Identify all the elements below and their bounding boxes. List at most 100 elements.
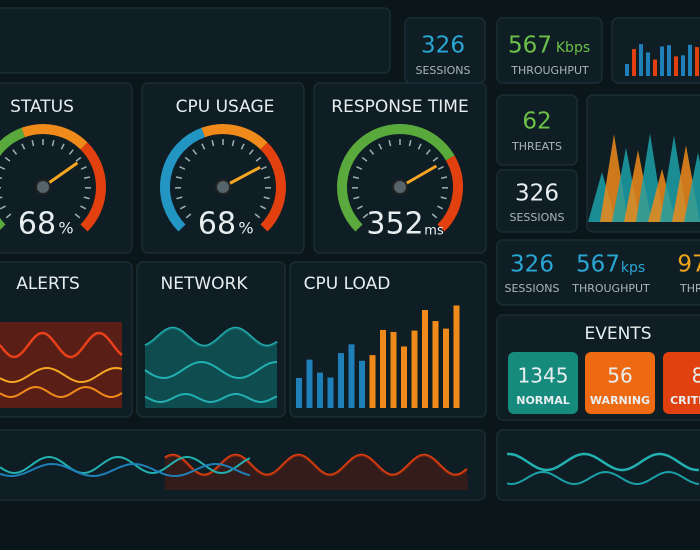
wave	[144, 392, 278, 404]
panel	[0, 7, 391, 74]
gauge-tick	[425, 149, 431, 155]
stat-value: 326	[515, 181, 559, 207]
gauge-tick	[440, 176, 448, 180]
gauge-tick	[417, 143, 422, 150]
panel	[496, 94, 578, 166]
gauge-tick	[254, 213, 261, 219]
gauge-unit: ms	[424, 224, 444, 239]
gauge-arc	[160, 127, 206, 232]
gauge-tick	[361, 156, 368, 162]
bar	[443, 328, 449, 408]
event-box	[508, 352, 578, 414]
gauge-tick	[263, 176, 271, 180]
bar	[359, 360, 365, 408]
event-box	[585, 352, 655, 414]
gauge-tick	[179, 166, 186, 170]
gauge-tick	[5, 213, 12, 219]
gauge-arc	[201, 124, 268, 150]
event-label: NORMAL	[516, 394, 570, 407]
gauge-tick	[362, 213, 369, 219]
wave	[506, 470, 700, 486]
panel	[496, 17, 603, 84]
stat-value: 97	[677, 252, 700, 278]
bar	[432, 321, 439, 408]
gauge-tick	[353, 196, 360, 200]
panel-title: ALERTS	[16, 274, 80, 294]
stat-unit: kps	[621, 260, 645, 276]
event-box	[663, 352, 700, 414]
panel	[141, 82, 305, 254]
gauge-tick	[260, 205, 267, 210]
gauge-arc	[21, 124, 88, 150]
gauge-tick	[408, 140, 412, 147]
bar	[422, 310, 428, 408]
gauge-tick	[192, 149, 198, 155]
bar	[296, 378, 302, 408]
events-title: EVENTS	[584, 324, 651, 344]
gauge-title: RESPONSE TIME	[331, 97, 468, 117]
gauge-tick	[176, 196, 183, 200]
gauge-tick	[12, 149, 18, 155]
bar	[327, 377, 334, 408]
panel	[496, 169, 578, 233]
stat-label: THREATS	[511, 140, 562, 153]
bar	[348, 344, 355, 408]
gauge-unit: %	[238, 219, 253, 238]
gauge-tick	[431, 213, 438, 219]
wave	[144, 360, 278, 380]
gauge-tick	[185, 213, 192, 219]
panel	[313, 82, 487, 254]
gauge-tick	[255, 156, 262, 162]
gauge-tick	[80, 205, 87, 210]
stat-label: THROUGHPUT	[571, 282, 650, 295]
decorations	[0, 44, 700, 490]
gauge-tick	[440, 196, 447, 200]
event-label: WARNING	[590, 394, 650, 407]
panel-title: CPU LOAD	[304, 274, 391, 294]
wave	[0, 455, 251, 475]
panel-title: NETWORK	[161, 274, 249, 294]
gauge-arc	[437, 155, 463, 232]
gauge-tick	[437, 166, 444, 170]
bar	[646, 52, 650, 76]
gauge-tick	[0, 177, 3, 180]
gauge-value: 68	[18, 207, 56, 242]
panel	[496, 239, 700, 306]
gauge-tick	[0, 166, 6, 170]
bar	[338, 353, 344, 408]
wave	[0, 462, 251, 477]
gauge-tick	[80, 166, 87, 170]
bar	[653, 59, 657, 76]
wave	[0, 366, 123, 384]
stat-value: 62	[522, 109, 551, 135]
stat-unit: Kbps	[556, 40, 590, 56]
gauge-tick	[74, 213, 81, 219]
gauge-tick	[51, 140, 55, 147]
gauge-tick	[175, 176, 183, 180]
gauge-tick	[437, 205, 444, 210]
gauge-tick	[263, 196, 270, 200]
gauge-arc	[0, 127, 26, 230]
stat-label: THROUGHPUT	[510, 64, 589, 77]
gauge-tick	[83, 196, 90, 200]
gauge-value: 68	[198, 207, 236, 242]
stat-label: THREATS	[679, 282, 700, 295]
gauge-tick	[201, 143, 206, 150]
gauge-tick	[179, 205, 186, 210]
gauge-tick	[211, 140, 215, 147]
peak	[684, 152, 700, 222]
bar	[369, 355, 376, 408]
gauge-tick	[75, 156, 82, 162]
bar	[306, 359, 313, 408]
bar	[660, 46, 664, 76]
gauge-tick	[21, 143, 26, 150]
gauge-tick	[432, 156, 439, 162]
gauge-tick	[83, 176, 91, 180]
bar	[639, 44, 643, 76]
area	[145, 328, 277, 408]
bar	[625, 64, 629, 76]
gauge-tick	[31, 140, 35, 147]
gauge-tick	[0, 205, 6, 210]
